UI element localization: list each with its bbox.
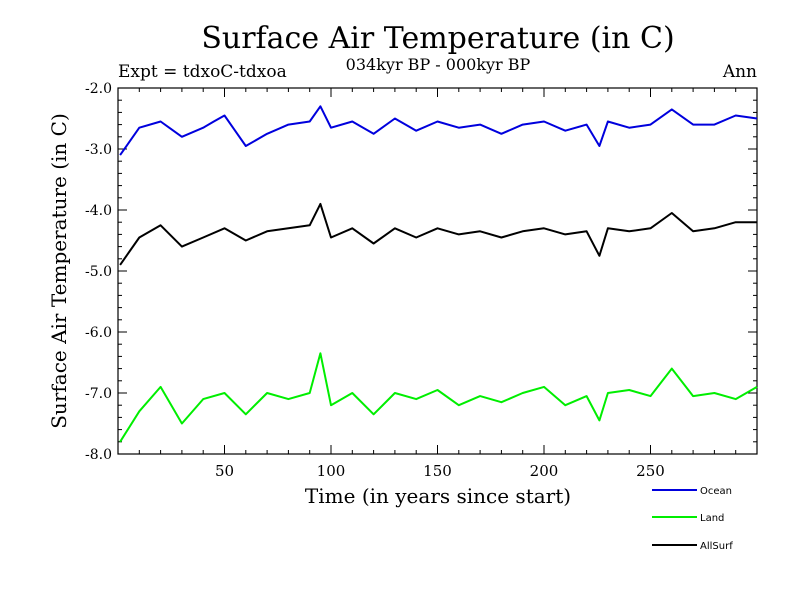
x-tick-label: 200 [530, 462, 559, 480]
series-line-ocean [119, 105, 758, 156]
legend-label-ocean: Ocean [700, 486, 732, 497]
y-tick-label: -6.0 [85, 325, 112, 341]
x-tick-label: 250 [636, 462, 665, 480]
season-label: Ann [722, 62, 757, 82]
series-line-allsurf [119, 202, 757, 266]
y-axis-label: Surface Air Temperature (in C) [47, 113, 71, 429]
legend-label-allsurf: AllSurf [700, 541, 733, 552]
y-tick-label: -2.0 [85, 81, 112, 97]
chart-title: Surface Air Temperature (in C) [201, 21, 674, 56]
y-tick-label: -3.0 [85, 142, 112, 158]
legend-label-land: Land [700, 513, 724, 524]
y-tick-label: -8.0 [85, 447, 112, 463]
y-tick-label: -5.0 [85, 264, 112, 280]
legend: Ocean Land AllSurf [652, 486, 733, 552]
axis-ticks: 50 100 150 200 250 -2.0 -3.0 -4.0 -5.0 -6.0 -7.0 -8… [85, 81, 757, 480]
series-layer [119, 105, 758, 443]
y-tick-label: -4.0 [85, 203, 112, 219]
chart-subtitle: 034kyr BP - 000kyr BP [346, 55, 531, 74]
x-tick-label: 150 [423, 462, 452, 480]
y-tick-label: -7.0 [85, 386, 112, 402]
x-tick-label: 100 [317, 462, 346, 480]
plot-frame [117, 87, 758, 455]
x-axis-label: Time (in years since start) [305, 484, 571, 508]
experiment-label: Expt = tdxoC-tdxoa [118, 62, 287, 82]
x-tick-label: 50 [215, 462, 234, 480]
series-line-land [119, 352, 758, 443]
